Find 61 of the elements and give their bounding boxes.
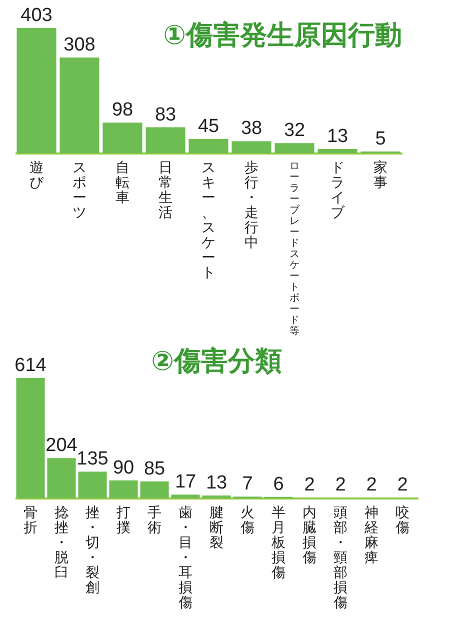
bar: [140, 481, 169, 498]
x-tick-label: 歯・目・耳損傷: [178, 504, 192, 610]
data-label: 308: [64, 34, 96, 56]
x-tick-label: 半月板損傷: [270, 504, 286, 580]
data-label: 13: [326, 126, 348, 147]
data-label: 83: [154, 104, 176, 126]
data-label: 7: [242, 474, 253, 495]
x-tick-label: 遊び: [30, 159, 44, 190]
data-label: 6: [273, 474, 284, 495]
bar: [202, 495, 231, 498]
chart-title: ②傷害分類: [151, 346, 282, 376]
bar: [102, 122, 142, 153]
x-tick-label: 家事: [374, 159, 388, 190]
bar: [47, 458, 76, 498]
x-tick-label: 火傷: [240, 504, 254, 535]
x-tick-label: 頭部・頸部損傷: [332, 504, 348, 610]
x-tick-label: 腱断裂: [210, 504, 224, 550]
x-tick-label: スキー、スケート: [202, 159, 216, 280]
x-tick-label: 挫・切・裂創: [86, 504, 100, 595]
x-tick-label: 歩行・走行中: [244, 159, 258, 250]
data-label: 32: [284, 120, 306, 142]
data-label: 13: [206, 472, 228, 494]
x-tick-label: 自転車: [116, 159, 130, 205]
x-tick-label: 骨折: [24, 504, 38, 535]
data-label: 38: [240, 118, 262, 140]
data-label: 2: [304, 474, 315, 496]
bar: [78, 472, 107, 498]
x-tick-label: 捻挫・脱臼: [54, 504, 68, 580]
bar: [232, 141, 272, 153]
x-tick-label: ドライブ: [330, 159, 346, 220]
bar: [318, 148, 358, 153]
data-label: 2: [397, 474, 408, 496]
data-label: 17: [174, 472, 196, 493]
x-tick-label: 手術: [148, 504, 162, 535]
data-label: 2: [366, 474, 377, 496]
data-label: 204: [46, 435, 78, 456]
data-label: 85: [144, 458, 166, 480]
data-label: 98: [112, 100, 134, 121]
x-tick-label: 打撲: [116, 504, 130, 535]
x-tick-label: 内臓損傷: [302, 504, 316, 565]
bar: [109, 480, 138, 498]
bar: [146, 127, 186, 153]
chart-title: ①傷害発生原因行動: [163, 20, 402, 50]
data-label: 135: [76, 448, 108, 470]
x-tick-label: 日常生活: [158, 159, 172, 220]
x-tick-label: スポーツ: [72, 159, 86, 220]
data-label: 5: [375, 128, 386, 150]
bar: [60, 57, 100, 153]
bar: [16, 28, 56, 153]
x-tick-label: 咬傷: [394, 504, 410, 535]
bar: [171, 494, 200, 498]
data-label: 614: [14, 355, 47, 376]
bar: [274, 143, 314, 153]
data-label: 2: [335, 474, 346, 496]
data-label: 90: [112, 457, 134, 478]
bar: [188, 139, 228, 153]
x-tick-label: 神経麻痺: [364, 504, 378, 565]
data-label: 45: [198, 116, 220, 138]
data-label: 403: [20, 5, 52, 26]
bar: [16, 378, 45, 498]
category-label: ローラーブレードスケートボード等: [290, 161, 300, 337]
